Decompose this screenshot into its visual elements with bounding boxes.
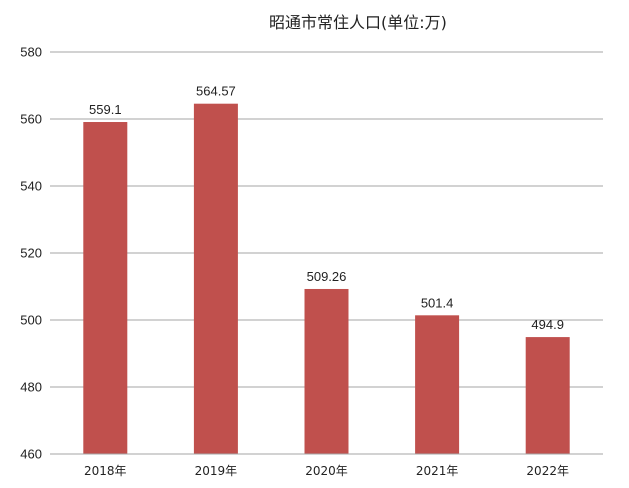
- bar: [193, 103, 238, 455]
- y-axis-ticks: 460 480 500 520 540 560 580: [20, 45, 42, 462]
- bar: [83, 122, 128, 454]
- data-label: 564.57: [196, 84, 236, 99]
- bar: [304, 288, 349, 454]
- y-tick-label: 520: [20, 246, 42, 261]
- y-tick-label: 560: [20, 112, 42, 127]
- bar: [525, 337, 570, 454]
- chart-title: 昭通市常住人口(单位:万): [269, 13, 447, 32]
- y-tick-label: 500: [20, 313, 42, 328]
- y-tick-label: 540: [20, 179, 42, 194]
- data-label: 501.4: [421, 295, 454, 310]
- data-label: 509.26: [307, 269, 347, 284]
- gridlines: [50, 51, 603, 388]
- x-tick-label: 2021年: [416, 464, 459, 478]
- data-label: 559.1: [89, 102, 122, 117]
- data-labels: 559.1 564.57 509.26 501.4 494.9: [89, 84, 564, 332]
- data-label: 494.9: [531, 317, 564, 332]
- y-tick-label: 460: [20, 447, 42, 462]
- x-tick-label: 2019年: [195, 464, 238, 478]
- x-tick-label: 2018年: [84, 464, 127, 478]
- x-axis-ticks: 2018年 2019年 2020年 2021年 2022年: [84, 464, 569, 478]
- y-tick-label: 480: [20, 380, 42, 395]
- y-tick-label: 580: [20, 45, 42, 60]
- bar: [415, 315, 460, 454]
- x-tick-label: 2022年: [526, 464, 569, 478]
- bars: [83, 103, 570, 455]
- x-tick-label: 2020年: [305, 464, 348, 478]
